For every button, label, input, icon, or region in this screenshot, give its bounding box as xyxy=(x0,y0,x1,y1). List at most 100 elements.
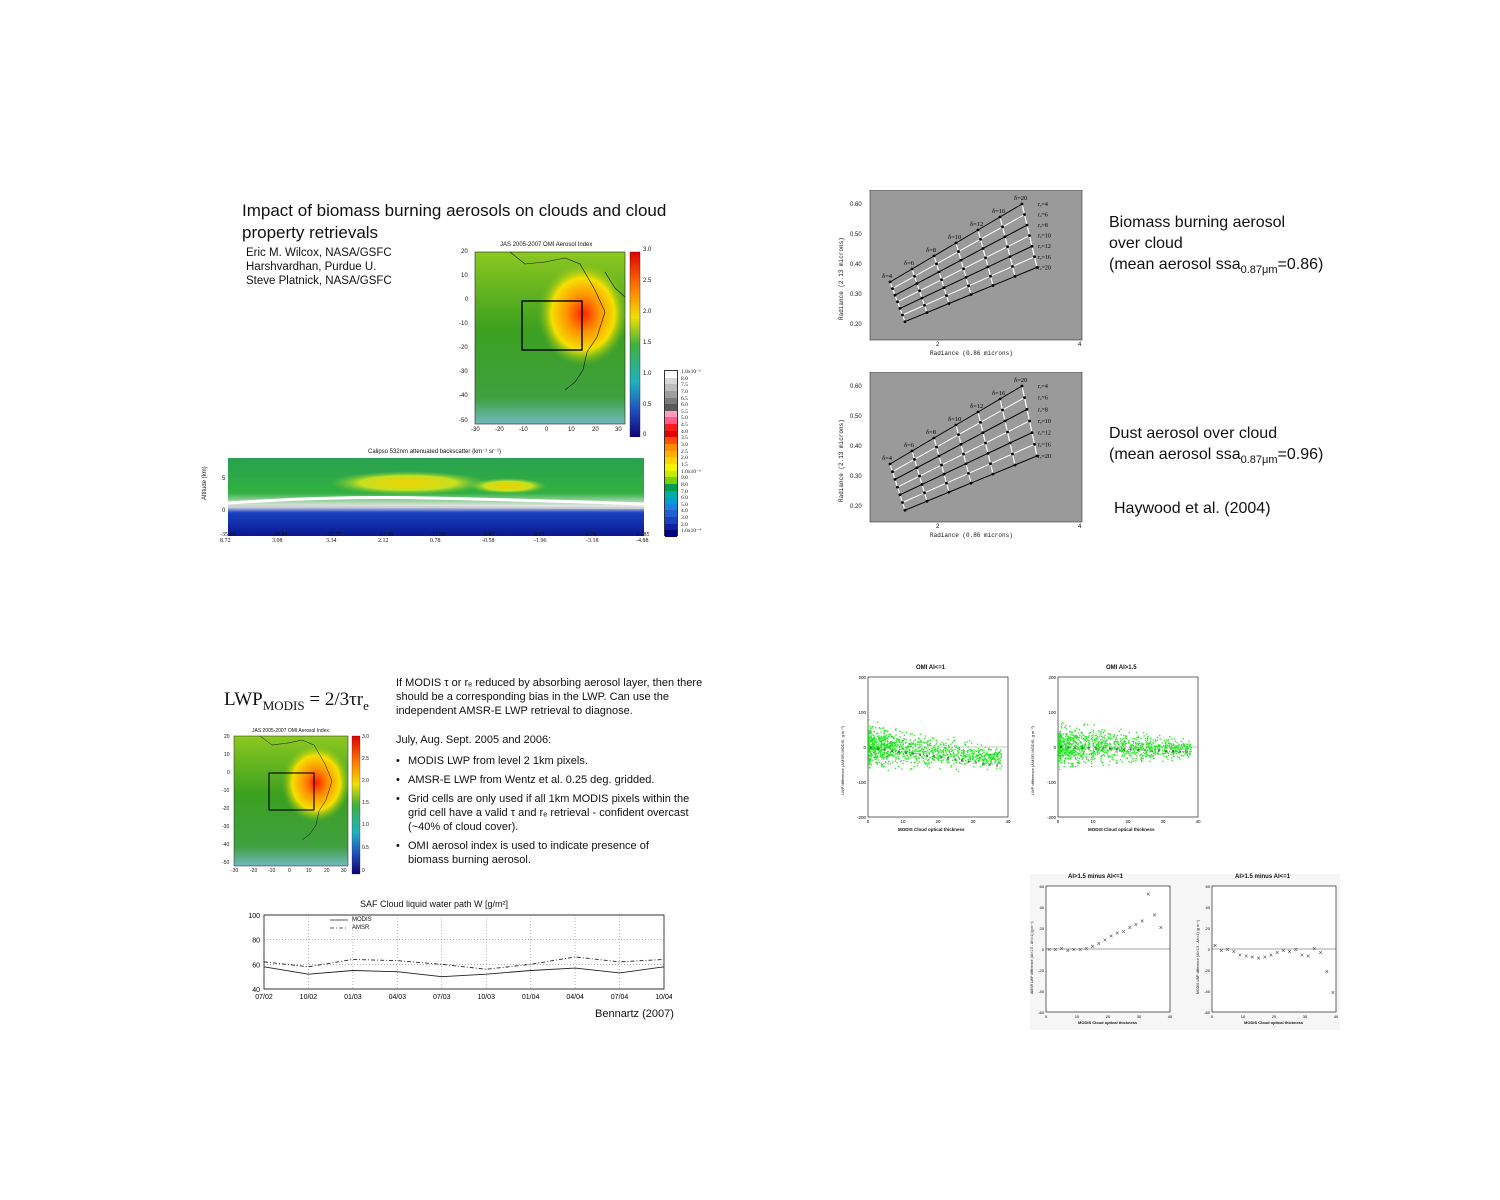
lut-point xyxy=(1008,255,1012,258)
re-label: rₑ=10 xyxy=(1038,234,1051,240)
scatter-point xyxy=(889,746,891,749)
scatter-point xyxy=(879,754,881,756)
scatter-point xyxy=(882,753,884,756)
scatter-point xyxy=(904,752,907,755)
x-tick-label: 10/04 xyxy=(655,994,672,1001)
scatter-point xyxy=(957,752,959,754)
scatter-point xyxy=(1143,751,1145,754)
scatter-point xyxy=(884,735,887,737)
lut-point xyxy=(986,451,990,455)
scatter-point xyxy=(1097,748,1099,750)
scatter-point xyxy=(1114,747,1116,749)
colorbar-swatch xyxy=(665,523,677,531)
scatter-point xyxy=(931,755,934,758)
scatter-point xyxy=(936,749,938,752)
scatter-point xyxy=(1061,741,1063,743)
scatter-point xyxy=(964,741,966,744)
scatter-point xyxy=(1097,738,1099,740)
scatter-point xyxy=(875,738,877,741)
scatter-point xyxy=(1156,739,1158,741)
scatter-point xyxy=(1097,752,1099,755)
scatter-point xyxy=(878,751,880,753)
scatter-point xyxy=(997,761,999,763)
scatter-point xyxy=(884,739,887,741)
scatter-point xyxy=(900,750,903,753)
scatter-point xyxy=(882,743,884,745)
scatter-point xyxy=(911,768,913,770)
scatter-point xyxy=(1091,735,1093,737)
scatter-point xyxy=(962,752,964,754)
scatter-point xyxy=(948,747,950,749)
scatter-point xyxy=(879,751,882,753)
scatter-point xyxy=(936,756,938,758)
scatter-point xyxy=(1139,754,1142,756)
scatter-point xyxy=(914,750,916,753)
lut-point xyxy=(989,274,992,278)
scatter-point xyxy=(990,757,992,759)
scatter-point xyxy=(1160,745,1162,748)
scatter-point xyxy=(1064,735,1067,738)
scatter-point xyxy=(953,763,955,765)
scatter-point xyxy=(1066,754,1068,757)
scatter-point xyxy=(1118,748,1120,750)
scatter-point xyxy=(999,751,1001,753)
scatter-point xyxy=(894,743,897,746)
scatter-point xyxy=(981,755,983,757)
scatter-point xyxy=(965,759,967,762)
scatter-point xyxy=(903,734,906,736)
scatter-point xyxy=(1104,743,1106,745)
scatter-point xyxy=(881,756,884,758)
lut-point xyxy=(903,508,907,512)
scatter-point xyxy=(1124,753,1126,755)
scatter-point xyxy=(963,755,965,757)
scatter-point xyxy=(900,743,902,746)
mean-marker: × xyxy=(1158,749,1161,755)
method-bullets: MODIS LWP from level 2 1km pixels. AMSR-… xyxy=(396,754,692,872)
y-tick-label: 200 xyxy=(1048,675,1056,680)
scatter-point xyxy=(915,754,917,757)
scatter-point xyxy=(1067,745,1069,748)
scatter-point xyxy=(902,747,905,750)
scatter-point xyxy=(1103,752,1106,754)
x-tick-label: 01/03 xyxy=(344,994,362,1001)
diff-marker: × xyxy=(1091,944,1095,951)
scatter-point xyxy=(1078,757,1081,760)
scatter-point xyxy=(973,759,976,761)
scatter-point xyxy=(937,759,940,761)
y-axis-label: MODIS LWP difference (AI>1.5 - AI<=1) (g… xyxy=(1196,920,1200,994)
scatter-point xyxy=(918,751,920,753)
scatter-point xyxy=(941,761,943,764)
scatter-point xyxy=(892,741,894,743)
scatter-point xyxy=(1082,746,1084,748)
scatter-point xyxy=(920,741,922,744)
scatter-point xyxy=(1125,738,1127,740)
scatter-point xyxy=(923,752,925,754)
scatter-point xyxy=(972,756,974,758)
scatter-point xyxy=(1077,752,1079,754)
scatter-point xyxy=(954,744,956,747)
scatter-point xyxy=(944,747,946,749)
scatter-point xyxy=(956,750,959,752)
colorbar-swatch xyxy=(665,497,677,504)
scatter-point xyxy=(892,744,894,746)
scatter-point xyxy=(1120,745,1122,747)
delta-label: δ=20 xyxy=(1014,377,1027,384)
scatter-point xyxy=(1067,747,1069,749)
scatter-point xyxy=(878,742,880,744)
scatter-point xyxy=(883,736,886,738)
scatter-point xyxy=(1092,744,1095,746)
scatter-point xyxy=(1147,754,1150,756)
scatter-point xyxy=(1138,750,1140,752)
scatter-point xyxy=(1085,758,1088,761)
scatter-point xyxy=(1069,725,1071,727)
scatter-point xyxy=(887,769,889,772)
scatter-point xyxy=(1103,737,1105,739)
lut-point xyxy=(1028,419,1031,423)
scatter-point xyxy=(1080,736,1083,738)
scatter-point xyxy=(927,765,929,767)
scatter-point xyxy=(1060,744,1062,746)
colorbar-label: 1.0x10⁻³ xyxy=(681,468,701,475)
scatter-point xyxy=(924,735,927,737)
scatter-point xyxy=(1165,743,1167,745)
scatter-point xyxy=(1164,744,1167,747)
